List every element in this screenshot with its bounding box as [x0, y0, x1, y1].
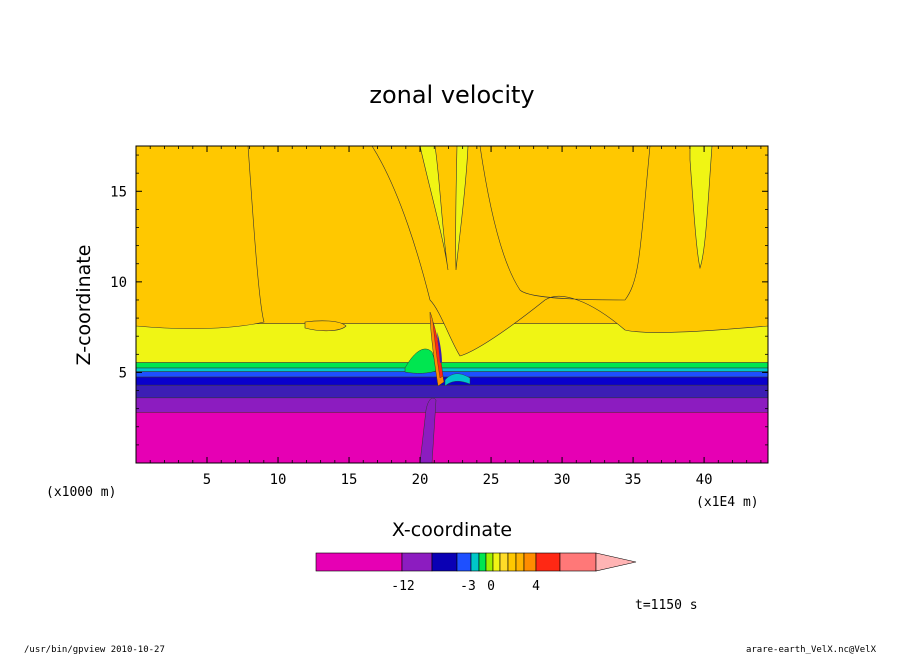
layer-darkblue — [136, 384, 768, 399]
upper-right-orange-region — [371, 146, 768, 357]
colorbar — [315, 552, 637, 572]
y-tick-label: 15 — [110, 184, 127, 200]
layer-cyan — [136, 367, 768, 372]
layer-purple — [136, 397, 768, 413]
colorbar-segment — [507, 552, 517, 572]
colorbar-segment — [431, 552, 458, 572]
x-tick-label: 20 — [412, 472, 429, 488]
colorbar-tick-label: -12 — [391, 579, 414, 594]
plume-yellow-band — [419, 146, 449, 271]
right-yellow-tongue — [689, 146, 713, 270]
colorbar-tick-label: 4 — [532, 579, 540, 594]
colorbar-arrow — [595, 552, 637, 572]
colorbar-segment — [515, 552, 525, 572]
colorbar-segment — [478, 552, 487, 572]
colorbar-segment — [559, 552, 597, 572]
chart-title: zonal velocity — [369, 81, 534, 109]
plume-yellow-band-2 — [455, 146, 469, 271]
purple-downslope — [419, 397, 437, 463]
y-tick-label: 5 — [119, 365, 127, 381]
x-tick-label: 10 — [270, 472, 287, 488]
x-tick-label: 15 — [341, 472, 358, 488]
footer-left: /usr/bin/gpview 2010-10-27 — [24, 645, 165, 654]
colorbar-segment — [401, 552, 433, 572]
upper-left-orange-region — [136, 146, 265, 329]
x-axis-label: X-coordinate — [392, 519, 512, 541]
colorbar-segment — [485, 552, 494, 572]
colorbar-segment — [470, 552, 480, 572]
x-unit-note: (x1E4 m) — [696, 495, 759, 510]
x-tick-label: 5 — [203, 472, 211, 488]
x-tick-label: 25 — [483, 472, 500, 488]
y-unit-note: (x1000 m) — [46, 485, 116, 500]
x-axis: 5 10 15 20 25 30 35 40 — [149, 146, 762, 488]
layer-pink — [136, 412, 768, 463]
colorbar-segment — [456, 552, 472, 572]
small-orange-patch — [304, 320, 347, 332]
time-label: t=1150 s — [635, 598, 698, 613]
blue-jet-core — [437, 332, 442, 363]
red-jet-core — [432, 321, 444, 379]
y-axis-label: Z-coordinate — [73, 245, 95, 366]
x-tick-label: 35 — [625, 472, 642, 488]
colorbar-tick-label: -3 — [460, 579, 476, 594]
colorbar-tick-label: 0 — [487, 579, 495, 594]
colorbar-segment — [492, 552, 501, 572]
colorbar-segment — [499, 552, 509, 572]
plot-frame — [135, 145, 769, 464]
y-tick-label: 10 — [110, 275, 127, 291]
layer-green — [136, 362, 768, 369]
lee-wave-cyan — [444, 373, 471, 387]
footer-right: arare-earth_VelX.nc@VelX — [746, 645, 877, 654]
x-tick-label: 30 — [554, 472, 571, 488]
colorbar-segment — [315, 552, 403, 572]
y-axis: 5 10 15 — [110, 154, 768, 446]
colorbar-segment — [535, 552, 561, 572]
colorbar-ticks: -12 -3 0 4 — [391, 579, 540, 594]
plot-field — [136, 146, 768, 463]
colorbar-segment — [523, 552, 537, 572]
x-tick-label: 40 — [696, 472, 713, 488]
